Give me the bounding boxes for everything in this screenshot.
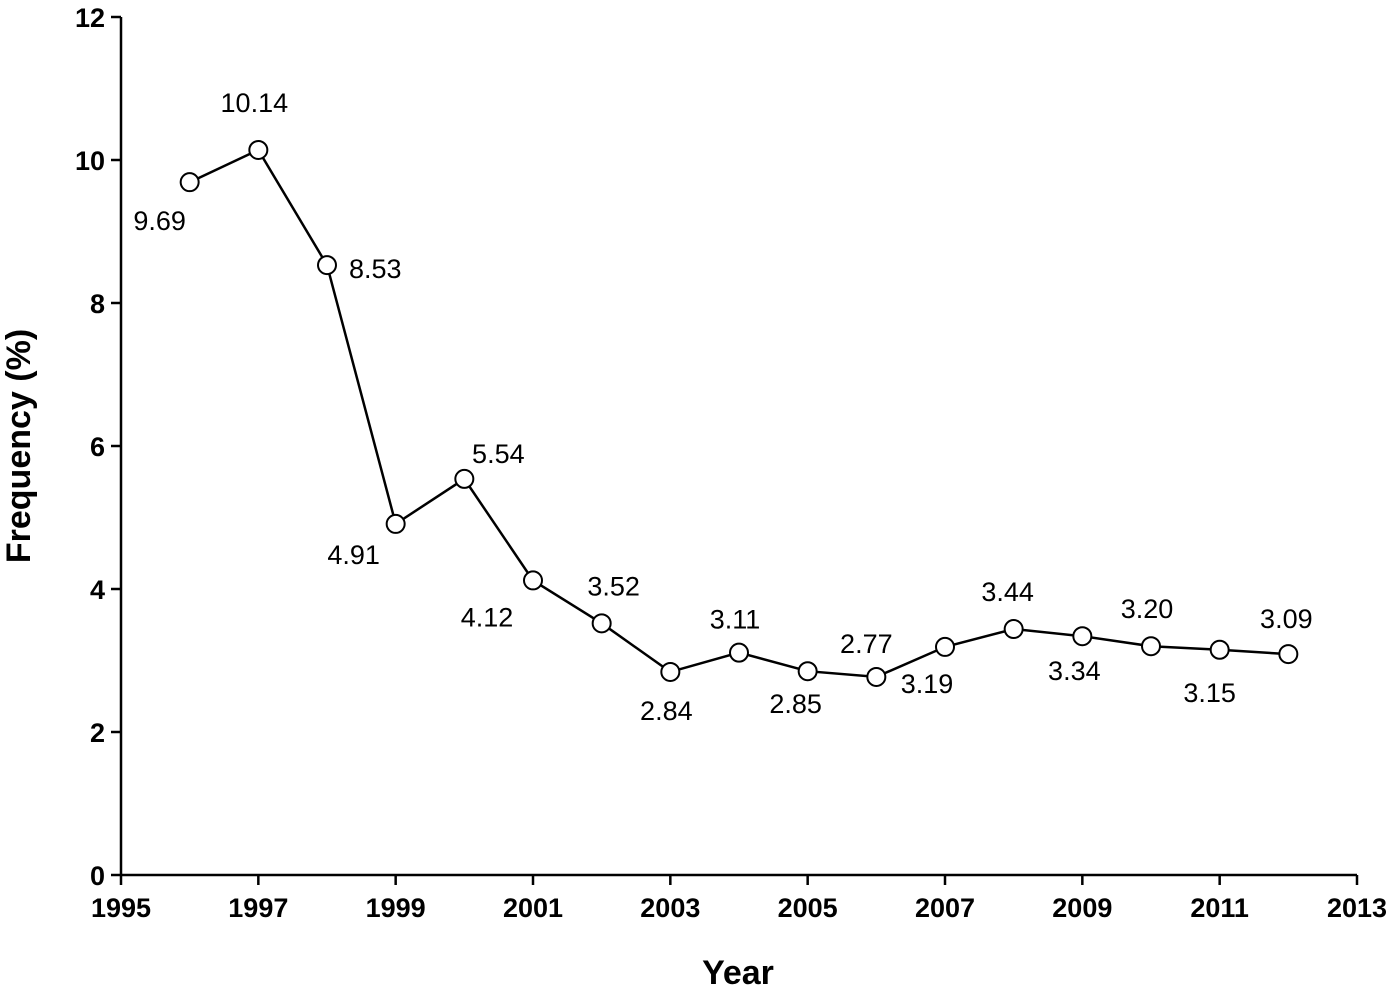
tick-labels: 0 2 4 6 8 10 12 1995 1997 1999 2001 2003 2005 2007 200…: [75, 3, 1387, 923]
data-point: [385, 513, 406, 534]
x-tick-label: 1997: [228, 893, 288, 923]
y-tick-label: 2: [90, 718, 105, 748]
data-label: 2.77: [840, 629, 893, 659]
data-point: [1072, 626, 1093, 647]
data-label: 2.84: [640, 696, 693, 726]
y-tick-label: 8: [90, 289, 105, 319]
x-tick-label: 2009: [1052, 893, 1112, 923]
x-tick-label: 2011: [1190, 893, 1249, 923]
data-point: [660, 661, 681, 682]
data-point: [729, 642, 749, 663]
data-label: 10.14: [221, 88, 289, 118]
data-label: 4.12: [461, 602, 514, 632]
tick-marks: [111, 15, 1359, 885]
y-axis-title: Frequency (%): [0, 329, 38, 563]
data-label: 3.09: [1260, 604, 1313, 634]
data-point: [523, 570, 543, 591]
data-label: 3.52: [587, 571, 640, 601]
y-tick-label: 0: [90, 861, 105, 891]
data-label: 3.20: [1121, 594, 1174, 624]
data-labels: 9.69 10.14 8.53 4.91 5.54 4.12 3.52 2.84 3.11 2.8…: [133, 88, 1312, 726]
axes: [119, 17, 1357, 877]
y-tick-label: 10: [75, 146, 105, 176]
x-tick-label: 2003: [640, 893, 700, 923]
data-label: 3.44: [981, 577, 1034, 607]
data-point: [317, 255, 337, 276]
x-tick-label: 2001: [503, 893, 563, 923]
data-point: [866, 666, 887, 687]
data-point: [797, 661, 818, 682]
data-point: [935, 636, 955, 657]
data-label: 2.85: [769, 689, 822, 719]
data-point: [179, 172, 200, 193]
data-point: [1141, 636, 1161, 657]
y-tick-label: 6: [90, 432, 105, 462]
y-tick-label: 4: [90, 575, 105, 605]
data-label: 5.54: [472, 439, 525, 469]
data-point: [454, 468, 475, 489]
x-tick-label: 1995: [91, 893, 151, 923]
data-point: [591, 613, 612, 634]
x-tick-label: 2013: [1327, 893, 1387, 923]
data-point: [248, 139, 269, 160]
data-label: 3.34: [1048, 656, 1101, 686]
x-tick-label: 2005: [778, 893, 838, 923]
data-label: 4.91: [327, 540, 380, 570]
series-group: [179, 139, 1299, 687]
data-label: 3.19: [901, 669, 954, 699]
x-tick-label: 1999: [366, 893, 426, 923]
data-label: 3.11: [710, 605, 761, 635]
data-point: [1278, 644, 1299, 665]
y-tick-label: 12: [75, 3, 105, 33]
x-tick-label: 2007: [915, 893, 975, 923]
data-label: 8.53: [349, 254, 402, 284]
data-point: [1003, 619, 1024, 640]
data-label: 9.69: [133, 206, 186, 236]
data-label: 3.15: [1183, 678, 1236, 708]
data-point: [1209, 639, 1230, 660]
x-axis-title: Year: [702, 954, 774, 990]
